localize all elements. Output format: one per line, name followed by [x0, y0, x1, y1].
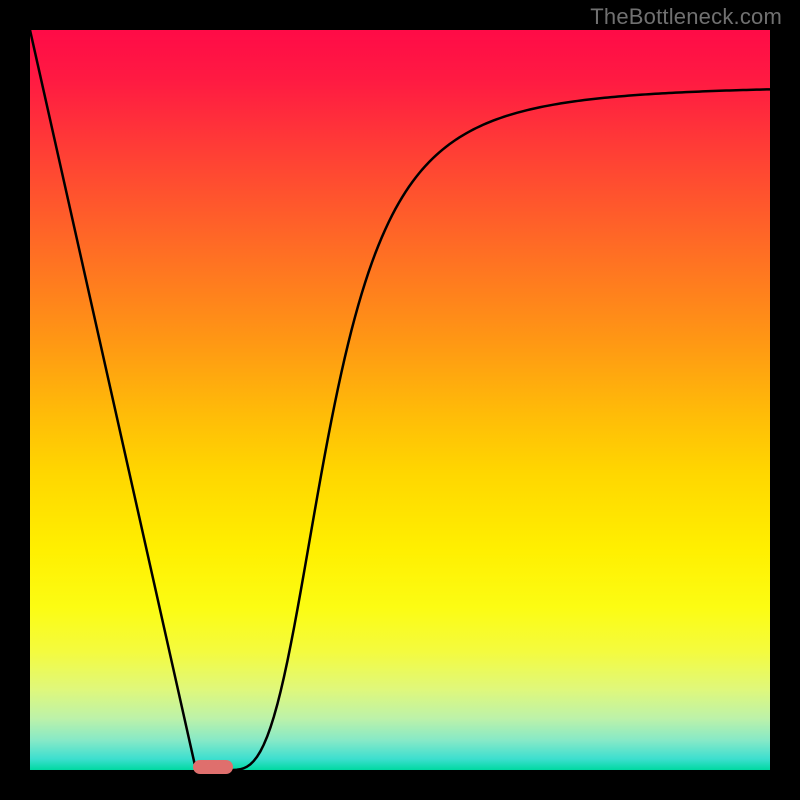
- optimum-marker: [193, 760, 233, 774]
- right-asymptotic-curve: [230, 89, 770, 770]
- left-descending-line: [30, 30, 196, 770]
- chart-container: TheBottleneck.com: [0, 0, 800, 800]
- watermark-text: TheBottleneck.com: [590, 4, 782, 30]
- bottleneck-curves: [30, 30, 770, 770]
- plot-area: [30, 30, 770, 770]
